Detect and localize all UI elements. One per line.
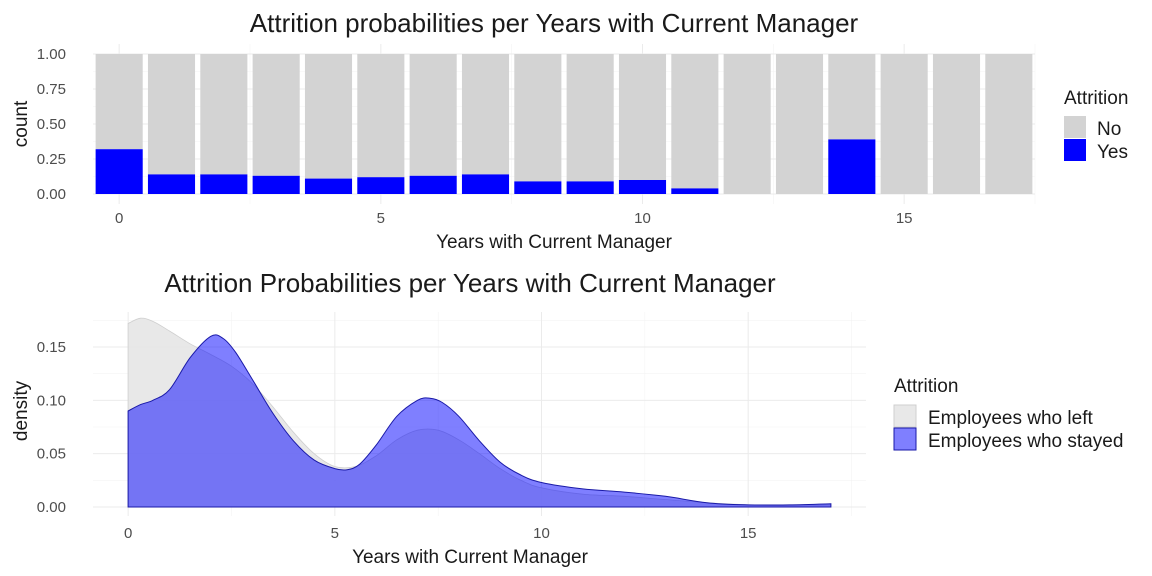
legend-label-left: Employees who left [928,408,1093,429]
legend-label-yes: Yes [1097,142,1128,163]
density-chart-y-axis-title: density [11,380,32,441]
bar-no-1 [147,54,196,175]
bar-no-12 [723,54,771,194]
density-chart: Attrition Probabilities per Years with C… [11,268,1123,568]
bar-no-0 [95,54,143,150]
x-tick-label: 15 [896,210,913,227]
x-tick-label: 10 [634,210,651,227]
bar-yes-0 [95,149,143,194]
density-chart-legend: Attrition Employees who left Employees w… [893,376,1123,452]
bar-chart-y-ticks: 0.00 0.25 0.50 0.75 1.00 [37,46,66,203]
legend-swatch-stayed [893,427,917,451]
bar-chart-bars [95,54,1033,194]
x-tick-label: 10 [533,525,550,542]
bar-yes-2 [200,174,248,194]
bar-chart-x-axis-title: Years with Current Manager [436,232,673,253]
bar-chart-y-axis-title: count [11,100,32,147]
x-tick-label: 5 [377,210,385,227]
y-tick-label: 0.15 [37,339,66,356]
bar-no-9 [566,54,614,182]
bar-chart-legend: Attrition No Yes [1064,88,1128,163]
bar-no-15 [880,54,928,194]
density-chart-x-ticks: 0 5 10 15 [124,525,757,542]
density-chart-title: Attrition Probabilities per Years with C… [164,268,776,298]
bar-yes-14 [828,139,876,194]
density-area-stayed [127,334,832,508]
bar-chart-title: Attrition probabilities per Years with C… [250,8,859,38]
y-tick-label: 0.00 [37,186,66,203]
y-tick-label: 0.05 [37,446,66,463]
density-chart-legend-title: Attrition [894,376,958,397]
x-tick-label: 15 [740,525,757,542]
bar-no-7 [461,54,510,175]
y-tick-label: 0.50 [37,116,66,133]
bar-no-5 [357,54,405,178]
y-tick-label: 0.75 [37,81,66,98]
bar-no-17 [985,54,1033,194]
bar-no-14 [828,54,876,140]
bar-no-6 [409,54,457,176]
bar-no-11 [671,54,719,189]
bar-yes-10 [618,180,667,194]
y-tick-label: 0.25 [37,151,66,168]
bar-yes-3 [252,175,300,194]
bar-chart-x-ticks: 0 5 10 15 [115,210,913,227]
bar-chart: Attrition probabilities per Years with C… [11,8,1128,253]
legend-swatch-left [893,404,917,428]
bar-no-10 [618,54,667,180]
legend-swatch-no [1064,116,1086,138]
legend-swatch-yes [1064,139,1086,161]
bar-no-2 [200,54,248,175]
y-tick-label: 0.10 [37,392,66,409]
y-tick-label: 1.00 [37,46,66,63]
x-tick-label: 5 [331,525,339,542]
bar-no-13 [775,54,824,194]
x-tick-label: 0 [115,210,123,227]
bar-yes-5 [357,177,405,194]
density-chart-x-axis-title: Years with Current Manager [352,547,589,568]
bar-chart-legend-title: Attrition [1064,88,1128,109]
bar-yes-6 [409,175,457,194]
density-chart-y-ticks: 0.00 0.05 0.10 0.15 [37,339,66,516]
density-chart-areas [127,317,832,508]
legend-label-stayed: Employees who stayed [928,431,1123,452]
bar-no-16 [932,54,981,194]
bar-yes-1 [147,174,196,194]
bar-no-3 [252,54,300,176]
bar-yes-9 [566,181,614,194]
bar-no-4 [304,54,353,179]
bar-yes-7 [461,174,510,194]
bar-no-8 [514,54,562,182]
bar-yes-11 [671,188,719,194]
bar-yes-8 [514,181,562,194]
x-tick-label: 0 [124,525,132,542]
y-tick-label: 0.00 [37,499,66,516]
bar-yes-4 [304,178,353,194]
legend-label-no: No [1097,119,1121,140]
